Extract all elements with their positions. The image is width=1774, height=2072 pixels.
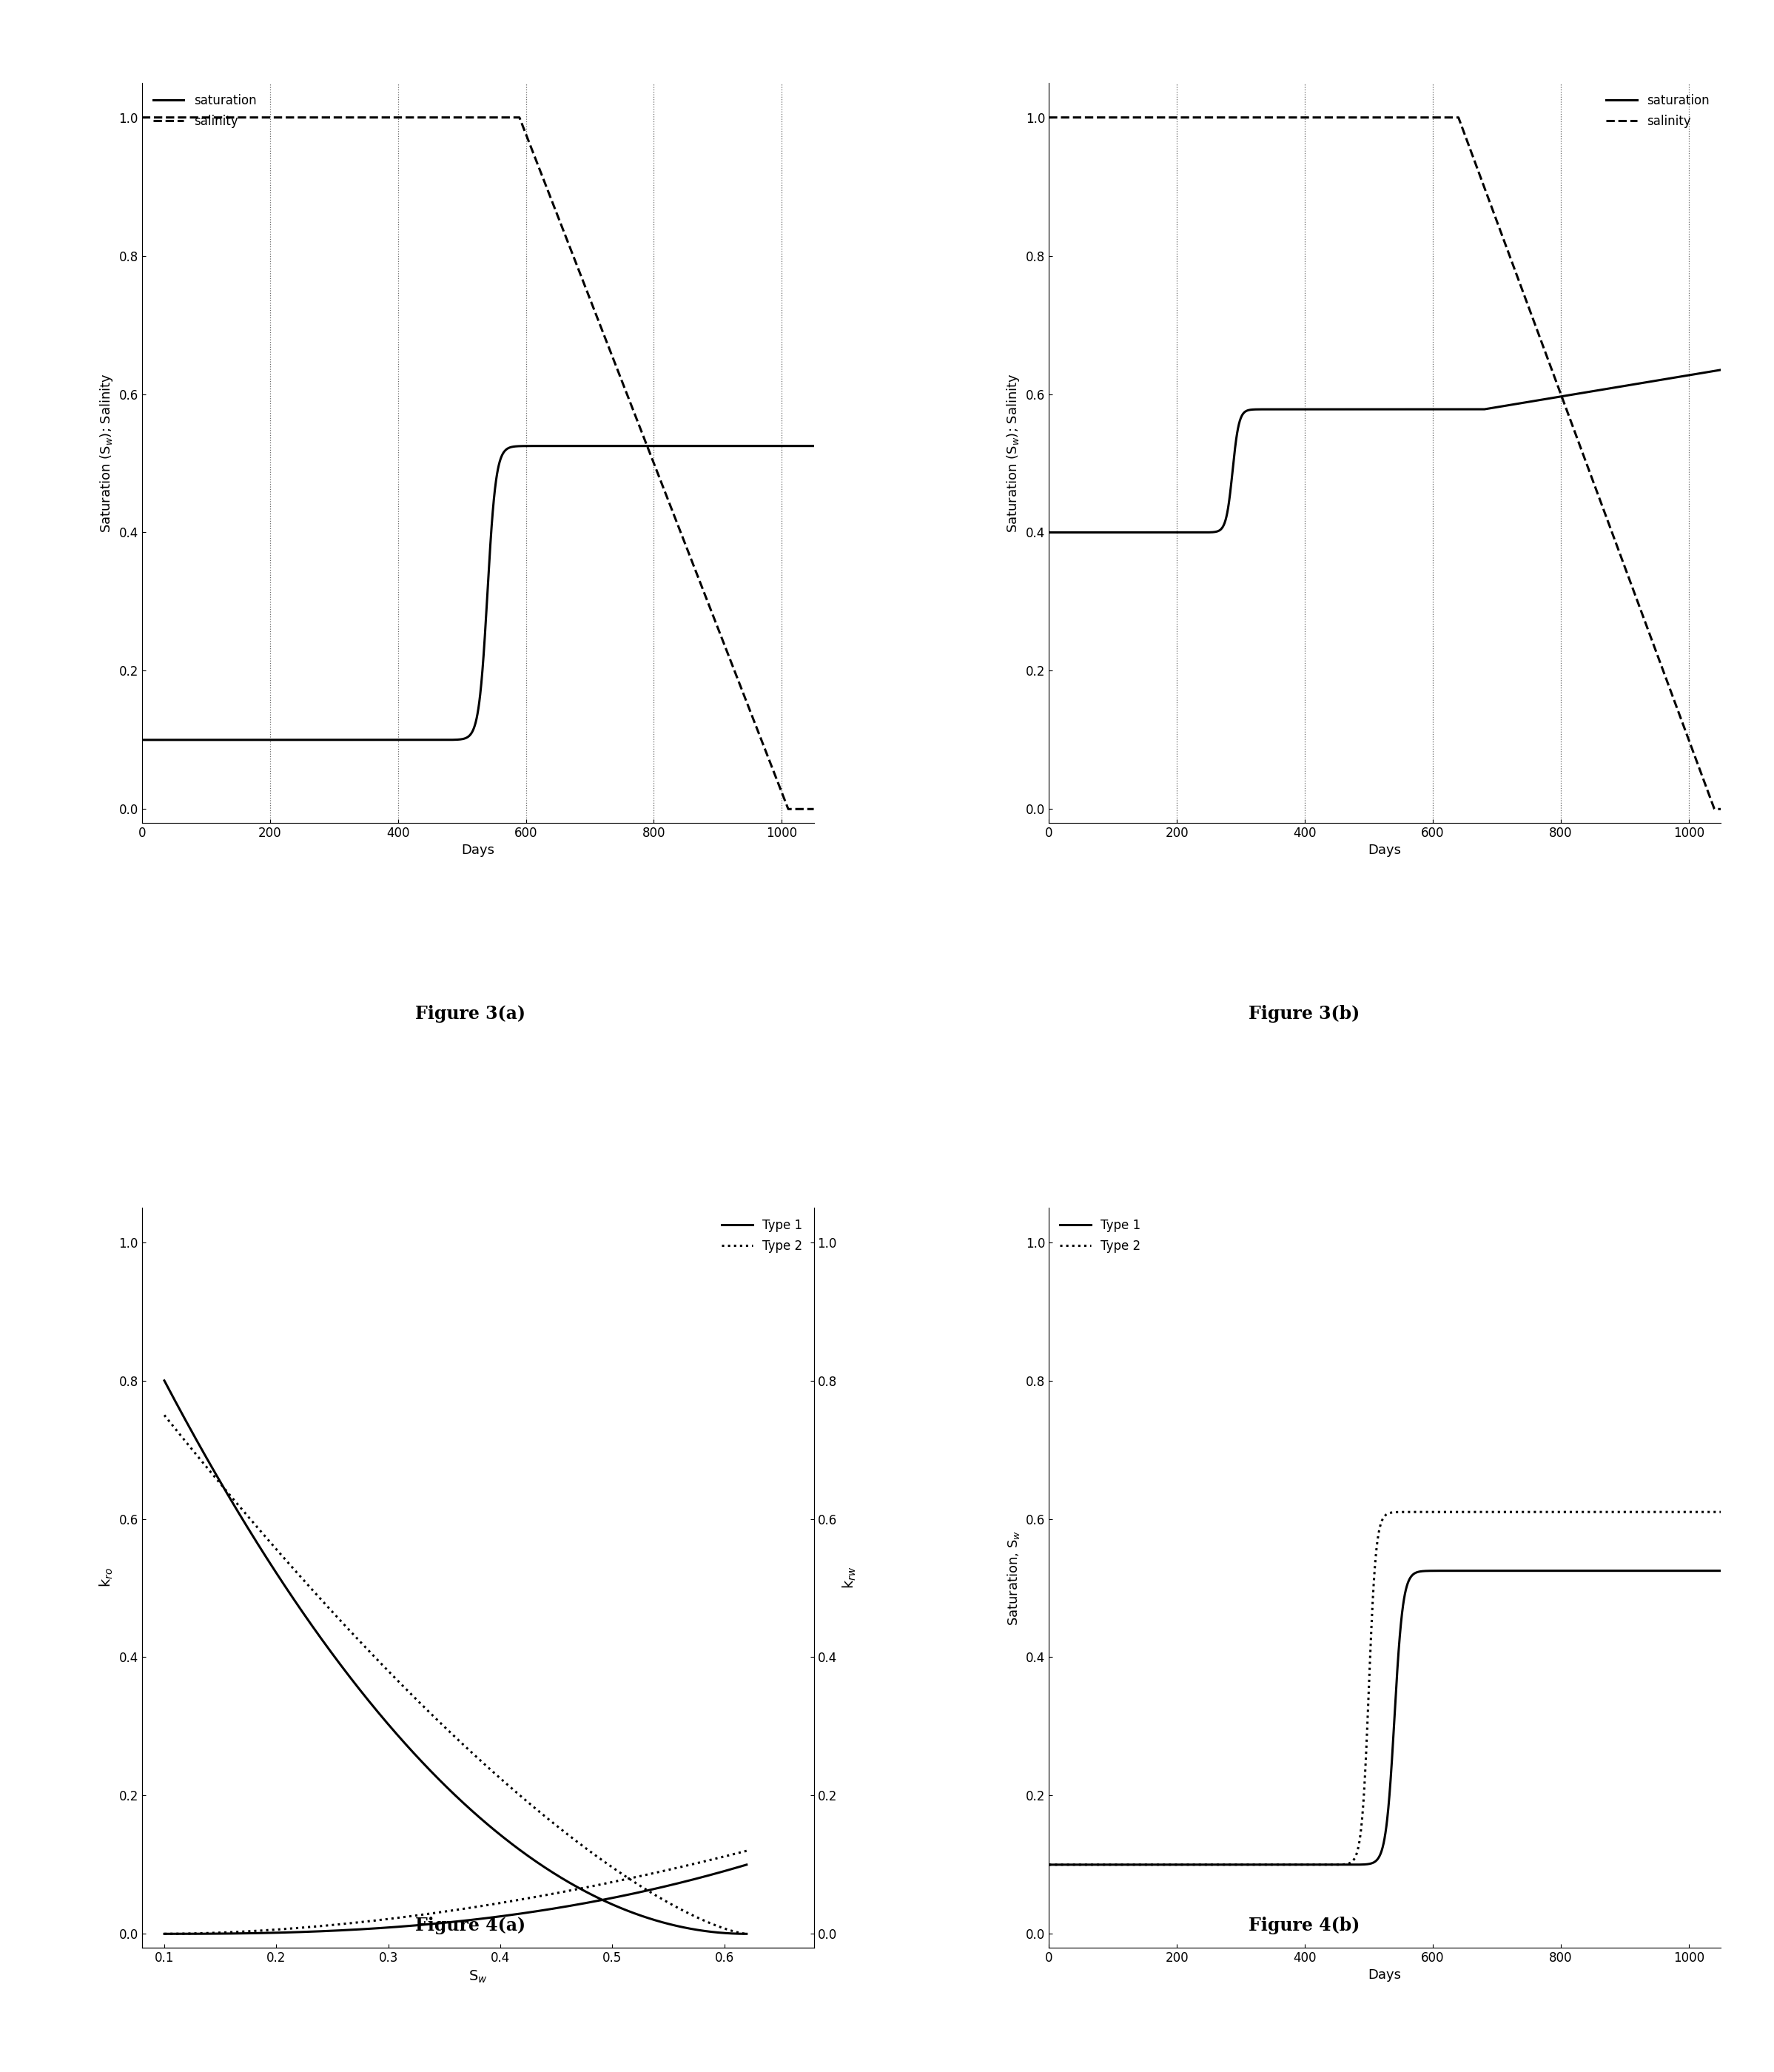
Type 1 [632, 1904, 653, 1929]
Type 2 [1710, 1500, 1731, 1525]
salinity [419, 106, 440, 131]
saturation [1325, 398, 1346, 423]
salinity [1155, 106, 1176, 131]
Type 2 [1297, 1852, 1318, 1877]
X-axis label: Days: Days [1368, 843, 1401, 858]
saturation [1625, 371, 1646, 396]
Legend: Type 1, Type 2: Type 1, Type 2 [1056, 1214, 1146, 1258]
Type 1 [1114, 1852, 1135, 1877]
Y-axis label: Saturation (S$_w$); Salinity: Saturation (S$_w$); Salinity [98, 373, 115, 533]
saturation [718, 433, 740, 458]
Type 1 [433, 1772, 454, 1796]
salinity [804, 796, 825, 821]
Line: Type 2: Type 2 [1048, 1513, 1721, 1865]
Type 2 [722, 1919, 743, 1944]
salinity [717, 642, 738, 667]
saturation [1710, 358, 1731, 383]
Type 1 [468, 1805, 490, 1830]
X-axis label: S$_w$: S$_w$ [468, 1968, 488, 1985]
Type 2 [736, 1921, 757, 1946]
Type 2 [1038, 1852, 1059, 1877]
Legend: Type 1, Type 2: Type 1, Type 2 [717, 1214, 807, 1258]
saturation [1297, 398, 1318, 423]
Text: Figure 4(b): Figure 4(b) [1249, 1917, 1359, 1935]
salinity [1625, 582, 1646, 607]
Type 2 [1698, 1500, 1719, 1525]
Type 2 [632, 1875, 653, 1900]
saturation [208, 727, 229, 752]
salinity [1325, 106, 1346, 131]
Line: Type 2: Type 2 [165, 1415, 747, 1933]
Y-axis label: Saturation (S$_w$); Salinity: Saturation (S$_w$); Salinity [1006, 373, 1022, 533]
Type 2 [431, 1711, 452, 1736]
Line: salinity: salinity [142, 118, 814, 808]
Type 2 [500, 1776, 522, 1801]
Type 1 [1698, 1558, 1719, 1583]
Type 2 [1155, 1852, 1176, 1877]
Type 1 [500, 1832, 522, 1857]
Line: Type 1: Type 1 [165, 1380, 747, 1933]
salinity [789, 796, 811, 821]
Text: Figure 4(a): Figure 4(a) [415, 1917, 525, 1935]
salinity [1703, 796, 1724, 821]
Text: Figure 3(a): Figure 3(a) [415, 1005, 525, 1024]
salinity [1114, 106, 1135, 131]
Type 1 [1038, 1852, 1059, 1877]
saturation [804, 433, 825, 458]
salinity [248, 106, 270, 131]
X-axis label: Days: Days [1368, 1968, 1401, 1983]
Type 2 [1625, 1500, 1646, 1525]
Type 2 [1325, 1852, 1346, 1877]
saturation [1038, 520, 1059, 545]
Type 1 [1710, 1558, 1731, 1583]
Type 1 [154, 1368, 176, 1392]
salinity [389, 106, 410, 131]
saturation [1114, 520, 1135, 545]
Text: Figure 3(b): Figure 3(b) [1249, 1005, 1359, 1024]
saturation [1698, 361, 1719, 385]
saturation [131, 727, 153, 752]
Type 2 [154, 1403, 176, 1428]
saturation [1155, 520, 1176, 545]
Y-axis label: k$_{ro}$: k$_{ro}$ [98, 1569, 115, 1587]
Y-axis label: k$_{rw}$: k$_{rw}$ [841, 1566, 857, 1589]
salinity [1297, 106, 1318, 131]
Type 1 [1297, 1852, 1318, 1877]
Type 1 [722, 1921, 743, 1946]
salinity [208, 106, 229, 131]
Type 1 [736, 1921, 757, 1946]
Type 1 [1325, 1852, 1346, 1877]
salinity [131, 106, 153, 131]
Type 2 [468, 1747, 490, 1772]
Line: saturation: saturation [1048, 371, 1721, 533]
Type 2 [1114, 1852, 1135, 1877]
Line: Type 1: Type 1 [1048, 1571, 1721, 1865]
salinity [1710, 796, 1731, 821]
salinity [1698, 779, 1719, 804]
saturation [633, 433, 655, 458]
Line: saturation: saturation [142, 445, 814, 740]
Line: salinity: salinity [1048, 118, 1721, 808]
saturation [419, 727, 440, 752]
saturation [389, 727, 410, 752]
Type 2 [1488, 1500, 1510, 1525]
Legend: saturation, salinity: saturation, salinity [147, 89, 261, 133]
salinity [1038, 106, 1059, 131]
Type 2 [433, 1714, 454, 1738]
Type 1 [431, 1769, 452, 1794]
X-axis label: Days: Days [461, 843, 495, 858]
saturation [789, 433, 811, 458]
saturation [248, 727, 270, 752]
Type 1 [1540, 1558, 1561, 1583]
Type 1 [1625, 1558, 1646, 1583]
Legend: saturation, salinity: saturation, salinity [1602, 89, 1715, 133]
Type 1 [1155, 1852, 1176, 1877]
salinity [777, 796, 798, 821]
Y-axis label: Saturation, S$_w$: Saturation, S$_w$ [1006, 1529, 1022, 1627]
